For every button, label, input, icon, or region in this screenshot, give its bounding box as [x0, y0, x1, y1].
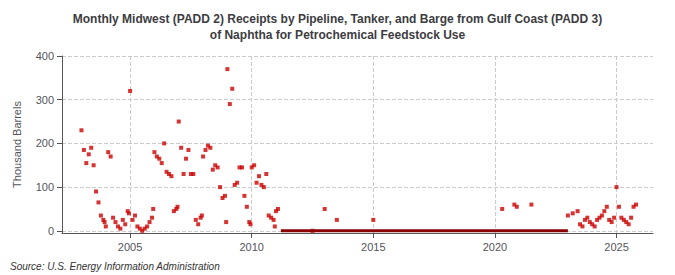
svg-text:2005: 2005	[118, 241, 142, 253]
svg-text:2020: 2020	[483, 241, 507, 253]
svg-text:100: 100	[36, 181, 54, 193]
svg-text:0: 0	[48, 225, 54, 237]
svg-text:2010: 2010	[239, 241, 263, 253]
svg-text:of Naphtha for Petrochemical F: of Naphtha for Petrochemical Feedstock U…	[210, 28, 466, 42]
svg-text:Monthly Midwest (PADD 2) Recei: Monthly Midwest (PADD 2) Receipts by Pip…	[73, 12, 602, 26]
svg-text:300: 300	[36, 94, 54, 106]
svg-text:2015: 2015	[361, 241, 385, 253]
svg-text:Thousand Barrels: Thousand Barrels	[11, 101, 23, 188]
svg-text:400: 400	[36, 50, 54, 62]
svg-text:Source: U.S. Energy Informatio: Source: U.S. Energy Information Administ…	[10, 261, 220, 272]
svg-text:2025: 2025	[604, 241, 628, 253]
svg-text:200: 200	[36, 137, 54, 149]
